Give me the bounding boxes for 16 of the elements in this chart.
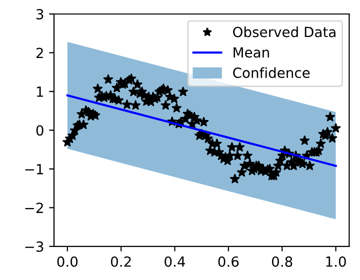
x-tick-label: 0.4 <box>164 256 186 267</box>
x-tick-label: 0.6 <box>218 256 239 267</box>
legend-label: Observed Data <box>233 26 336 38</box>
y-tick-label: 3 <box>36 8 44 20</box>
y-tick-label: 1 <box>36 86 43 97</box>
x-tick-label: 1.0 <box>326 256 346 267</box>
y-tick-label: −2 <box>25 202 43 213</box>
y-tick-label: −3 <box>25 241 44 252</box>
x-tick-label: 0.0 <box>57 256 78 267</box>
x-tick-label: 0.2 <box>110 256 131 267</box>
legend-label: Mean <box>234 47 269 58</box>
y-tick-label: 0 <box>36 125 44 136</box>
legend-label: Confidence <box>233 67 310 78</box>
y-tick-label: 2 <box>36 48 43 58</box>
y-tick-label: −1 <box>25 164 43 174</box>
x-tick-label: 0.8 <box>272 256 292 267</box>
